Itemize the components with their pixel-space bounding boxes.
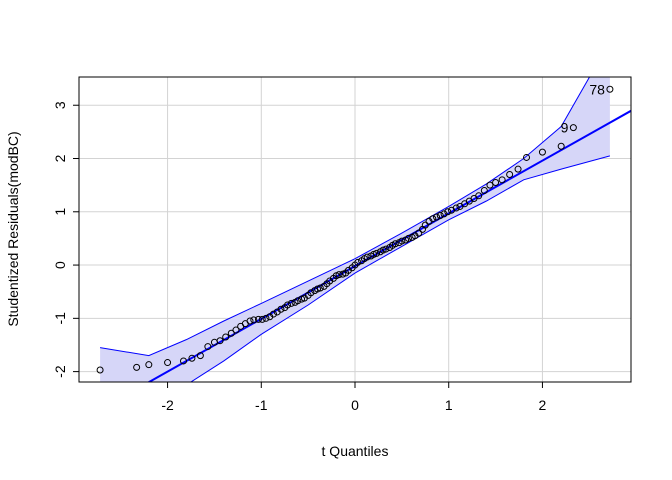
point <box>227 329 235 337</box>
x-tick-label: -1 <box>255 397 268 413</box>
x-tick-label: 0 <box>351 397 359 413</box>
point <box>363 253 371 261</box>
point <box>569 124 577 132</box>
x-tick-label: 1 <box>445 397 453 413</box>
point <box>269 310 277 318</box>
point <box>452 204 460 212</box>
point <box>335 271 343 279</box>
point <box>164 359 172 367</box>
point <box>440 210 448 218</box>
y-tick-label: -1 <box>52 312 68 325</box>
point <box>196 352 204 360</box>
x-axis-label: t Quantiles <box>322 443 389 459</box>
point <box>498 176 506 184</box>
point <box>444 208 452 216</box>
x-tick-label: -2 <box>161 397 174 413</box>
point <box>232 326 240 334</box>
point <box>287 299 295 307</box>
point <box>523 153 531 161</box>
point <box>179 357 187 365</box>
plot-border <box>78 76 632 383</box>
point <box>354 258 362 266</box>
plot-area <box>79 77 631 382</box>
point <box>284 301 292 309</box>
y-tick-label: 0 <box>52 261 68 269</box>
point <box>188 354 196 362</box>
point <box>404 234 412 242</box>
point <box>398 237 406 245</box>
point <box>316 284 324 292</box>
point <box>373 249 381 257</box>
point <box>480 186 488 194</box>
point <box>391 240 399 248</box>
point <box>506 170 514 178</box>
point <box>258 315 266 323</box>
point <box>382 245 390 253</box>
point <box>436 212 444 220</box>
point <box>415 229 423 237</box>
y-tick-label: 3 <box>52 101 68 109</box>
point-label: 78 <box>589 81 605 97</box>
point <box>307 289 315 297</box>
point <box>475 192 483 200</box>
point <box>294 297 302 305</box>
y-tick-label: 1 <box>52 208 68 216</box>
point <box>433 213 441 221</box>
point <box>421 221 429 229</box>
point <box>492 178 500 186</box>
point <box>514 165 522 173</box>
point <box>254 315 262 323</box>
point <box>262 314 270 322</box>
point <box>429 215 437 223</box>
point <box>145 361 153 369</box>
point <box>486 181 494 189</box>
envelope-lower <box>189 155 611 382</box>
point <box>216 337 224 345</box>
point <box>557 142 565 150</box>
point <box>277 305 285 313</box>
point <box>250 316 258 324</box>
point <box>96 366 104 374</box>
x-tick-label: 2 <box>539 397 547 413</box>
y-axis-label: Studentized Residuals(modBC) <box>5 131 21 326</box>
point <box>133 363 141 371</box>
y-tick-label: -2 <box>52 365 68 378</box>
y-tick-label: 2 <box>52 154 68 162</box>
point <box>204 343 212 351</box>
point <box>538 148 546 156</box>
point <box>246 317 254 325</box>
point <box>606 85 614 93</box>
point-label: 9 <box>561 120 569 136</box>
point <box>222 333 230 341</box>
